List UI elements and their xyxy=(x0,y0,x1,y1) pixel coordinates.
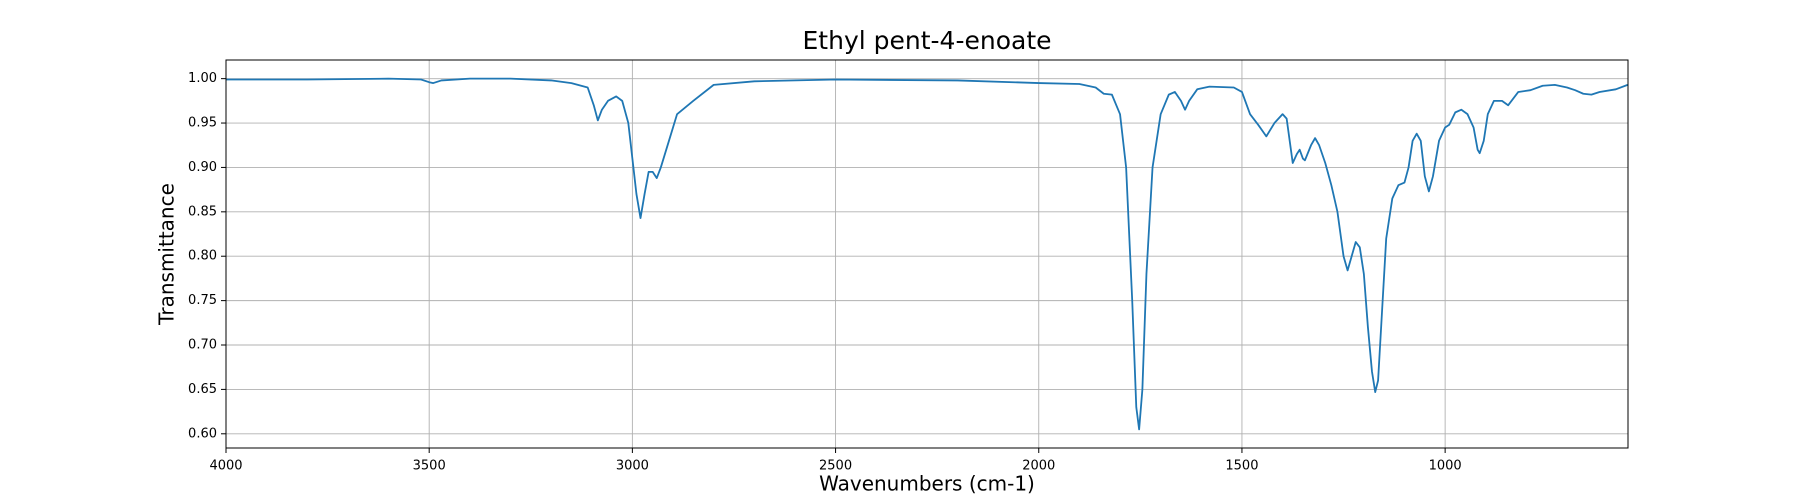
x-tick-label: 1000 xyxy=(1429,459,1462,474)
y-tick-label: 0.70 xyxy=(188,338,217,353)
y-tick-label: 0.85 xyxy=(188,204,217,219)
y-axis-label: Transmittance xyxy=(155,183,179,326)
y-tick-label: 0.95 xyxy=(188,116,217,131)
x-axis-label: Wavenumbers (cm-1) xyxy=(819,472,1035,496)
x-tick-label: 2500 xyxy=(819,459,852,474)
plot-frame xyxy=(225,59,1629,449)
x-tick-label: 4000 xyxy=(209,459,242,474)
y-tick-label: 0.90 xyxy=(188,160,217,175)
y-tick-label: 0.60 xyxy=(188,426,217,441)
spectrum-line xyxy=(226,77,1628,431)
y-tick-label: 0.65 xyxy=(188,382,217,397)
y-tick-label: 0.80 xyxy=(188,249,217,264)
x-tick-label: 3500 xyxy=(413,459,446,474)
chart-title: Ethyl pent-4-enoate xyxy=(803,26,1052,55)
y-tick-label: 0.75 xyxy=(188,293,217,308)
y-tick-label: 1.00 xyxy=(188,71,217,86)
x-tick-label: 2000 xyxy=(1022,459,1055,474)
x-tick-label: 1500 xyxy=(1225,459,1258,474)
x-tick-label: 3000 xyxy=(616,459,649,474)
